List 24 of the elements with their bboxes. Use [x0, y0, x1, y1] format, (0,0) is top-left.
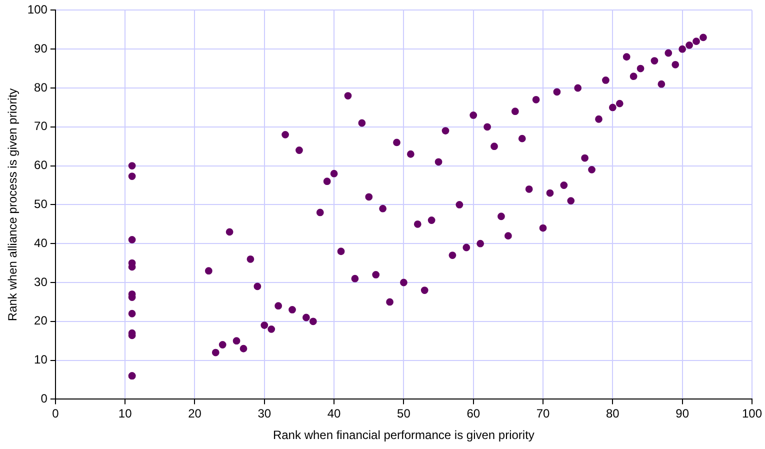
y-tick-label: 0	[40, 392, 48, 406]
x-tick-label: 20	[188, 406, 202, 421]
x-tick-label: 100	[742, 406, 762, 421]
y-axis-title: Rank when alliance process is given priority	[6, 88, 20, 322]
x-tick-label: 70	[536, 406, 550, 421]
x-tick-label: 40	[327, 406, 342, 421]
x-tick-label: 90	[676, 406, 690, 421]
y-tick-label: 20	[34, 314, 48, 328]
y-tick-label: 50	[34, 197, 48, 212]
x-tick-label: 50	[397, 406, 411, 421]
x-tick-label: 30	[258, 406, 272, 421]
x-tick-label: 80	[606, 406, 620, 421]
x-tick-label: 0	[52, 406, 60, 421]
y-tick-label: 10	[34, 352, 48, 367]
y-tick-label: 90	[34, 41, 48, 56]
y-tick-label: 30	[34, 274, 48, 289]
y-tick-label: 40	[34, 236, 48, 250]
y-tick-label: 60	[34, 158, 48, 172]
y-tick-label: 70	[34, 119, 48, 134]
y-tick-label: 100	[27, 2, 48, 17]
x-tick-label: 60	[466, 406, 480, 421]
x-axis-title: Rank when financial performance is given priority	[272, 428, 534, 442]
y-tick-label: 80	[34, 80, 48, 94]
x-tick-label: 10	[118, 406, 132, 421]
